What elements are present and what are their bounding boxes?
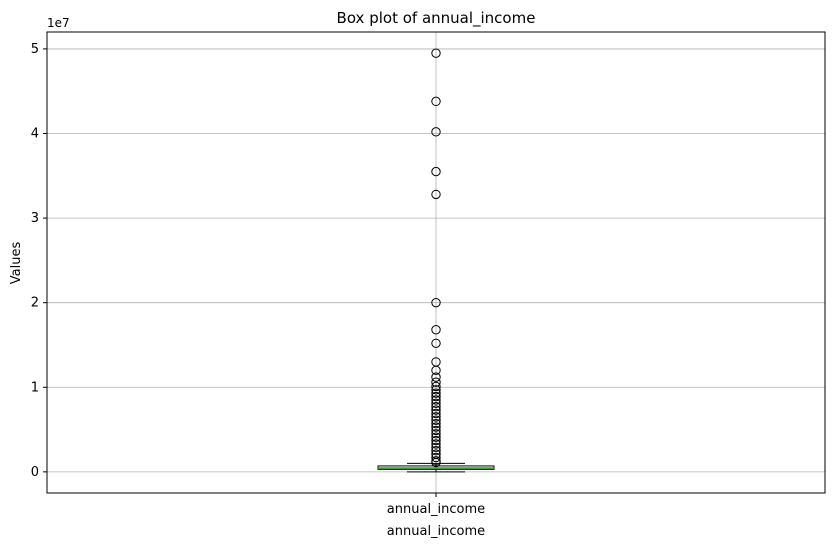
y-tick-label: 5 (31, 42, 39, 57)
outlier-point (431, 408, 441, 419)
y-offset-label: 1e7 (47, 16, 70, 30)
outlier-point (431, 189, 441, 200)
outlier-point (431, 365, 441, 376)
outlier-point (431, 385, 441, 395)
y-tick-label: 2 (31, 296, 39, 311)
outlier-point (431, 442, 441, 453)
outlier-point (431, 415, 441, 425)
outlier-point (431, 429, 441, 439)
outlier-point (431, 422, 441, 432)
x-axis-label: annual_income (387, 524, 485, 539)
outlier-point (431, 395, 441, 405)
y-tick-label: 3 (31, 211, 39, 226)
outlier-point (431, 48, 441, 58)
y-tick-label: 0 (31, 465, 39, 480)
chart-title: Box plot of annual_income (337, 9, 536, 28)
outlier-point (431, 325, 441, 335)
outlier-point (431, 96, 441, 107)
outlier-point (431, 457, 441, 468)
outlier-point (431, 412, 441, 422)
outlier-point (431, 391, 441, 402)
y-tick-label: 4 (31, 127, 39, 142)
grid-lines (47, 32, 825, 493)
outlier-point (431, 402, 441, 412)
outlier-point (431, 377, 441, 387)
outlier-point (431, 405, 441, 415)
outlier-point (431, 398, 441, 409)
outlier-point (431, 388, 441, 398)
x-tick-label: annual_income (387, 502, 485, 517)
outlier-point (431, 439, 441, 449)
x-axis-ticks: annual_income (387, 493, 485, 517)
outlier-point (431, 166, 441, 177)
outlier-point (431, 418, 441, 429)
box-marks (377, 48, 495, 473)
y-tick-label: 1 (31, 380, 39, 395)
outlier-point (431, 425, 441, 436)
outlier-point (431, 381, 441, 392)
outlier-point (431, 452, 441, 463)
outlier-point (431, 372, 441, 382)
y-axis-label: Values (9, 242, 24, 285)
outlier-point (431, 446, 441, 456)
outlier-point (431, 432, 441, 442)
outlier-point (431, 297, 441, 308)
outlier-point (431, 435, 441, 446)
outlier-point (431, 127, 441, 137)
y-axis-ticks: 0 1 2 3 4 5 (31, 42, 47, 480)
outlier-point (431, 338, 441, 348)
